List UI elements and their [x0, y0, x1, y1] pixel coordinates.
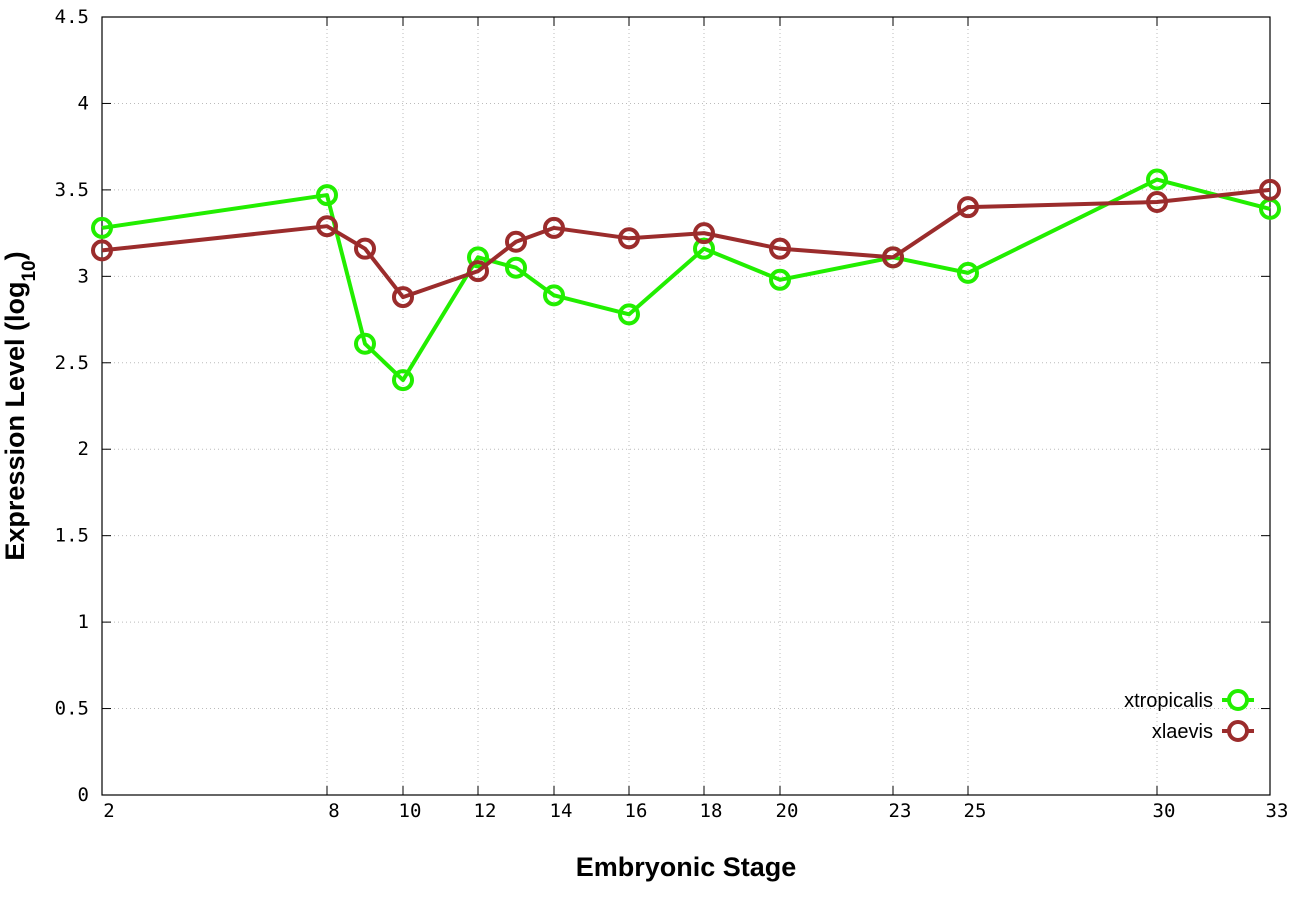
x-tick-label: 8 [328, 800, 339, 822]
grid [102, 17, 1270, 795]
y-tick-label: 1 [78, 611, 89, 633]
x-tick-label: 2 [103, 800, 114, 822]
x-tick-label: 12 [474, 800, 497, 822]
data-point-xlaevis [316, 215, 338, 238]
legend-label-xlaevis: xlaevis [1152, 721, 1213, 743]
data-point-xtropicalis [543, 284, 565, 307]
y-tick-label: 3.5 [55, 179, 89, 201]
data-point-xlaevis [1259, 178, 1281, 201]
x-tick-label: 33 [1266, 800, 1289, 822]
x-tick-label: 25 [964, 800, 987, 822]
y-tick-label: 4 [78, 92, 89, 114]
x-tick-label: 10 [399, 800, 422, 822]
data-point-xtropicalis [316, 184, 338, 207]
data-point-xtropicalis [693, 237, 715, 260]
series-line-xlaevis [101, 187, 1271, 300]
y-tick-label: 0.5 [55, 698, 89, 720]
data-point-xtropicalis [618, 303, 640, 326]
data-point-xlaevis [693, 222, 715, 245]
y-tick-label: 1.5 [55, 525, 89, 547]
data-point-xlaevis [882, 246, 904, 269]
legend-marker-xtropicalis [1227, 689, 1249, 711]
y-tick-labels: 0 0.5 1 1.5 2 2.5 3 3.5 4 4.5 [55, 6, 89, 806]
plot-border [101, 16, 1271, 796]
x-tick-label: 23 [889, 800, 912, 822]
series-layer [91, 168, 1281, 392]
y-axis-title-main: Expression Level (log [0, 282, 30, 561]
x-tick-labels: 2 8 10 12 14 16 18 20 23 25 30 33 [103, 800, 1288, 822]
data-point-xlaevis [505, 230, 527, 253]
data-point-xtropicalis [467, 246, 489, 269]
y-axis-title: Expression Level (log10) [0, 251, 40, 560]
data-point-xtropicalis [769, 268, 791, 291]
data-point-xtropicalis [91, 216, 113, 239]
x-tick-label: 14 [550, 800, 573, 822]
data-point-xtropicalis [505, 256, 527, 279]
data-point-xlaevis [354, 237, 376, 260]
series-xlaevis [91, 178, 1281, 309]
y-axis-title-subscript: 10 [19, 260, 40, 281]
axes [101, 16, 1271, 796]
legend: xtropicalis xlaevis [1124, 689, 1254, 743]
data-point-xlaevis [1146, 190, 1168, 213]
y-tick-label: 2 [78, 438, 89, 460]
y-tick-label: 2.5 [55, 352, 89, 374]
data-point-xlaevis [769, 237, 791, 260]
series-line-xtropicalis [101, 177, 1271, 383]
x-tick-label: 18 [700, 800, 723, 822]
data-point-xlaevis [543, 216, 565, 239]
data-point-xlaevis [618, 227, 640, 250]
data-point-xlaevis [467, 260, 489, 283]
x-axis-title: Embryonic Stage [576, 852, 797, 882]
data-point-xtropicalis [957, 261, 979, 284]
data-point-xtropicalis [392, 369, 414, 392]
data-point-xlaevis [957, 196, 979, 219]
data-point-xlaevis [392, 286, 414, 309]
x-tick-label: 20 [776, 800, 799, 822]
x-tick-label: 30 [1153, 800, 1176, 822]
x-tick-label: 16 [625, 800, 648, 822]
y-tick-label: 4.5 [55, 6, 89, 28]
legend-marker-xlaevis [1227, 720, 1249, 742]
y-tick-label: 0 [78, 784, 89, 806]
legend-label-xtropicalis: xtropicalis [1124, 690, 1213, 712]
data-point-xtropicalis [354, 332, 376, 355]
data-point-xlaevis [91, 239, 113, 262]
y-tick-label: 3 [78, 265, 89, 287]
y-axis-title-close: ) [0, 251, 30, 260]
data-point-xtropicalis [1146, 168, 1168, 191]
